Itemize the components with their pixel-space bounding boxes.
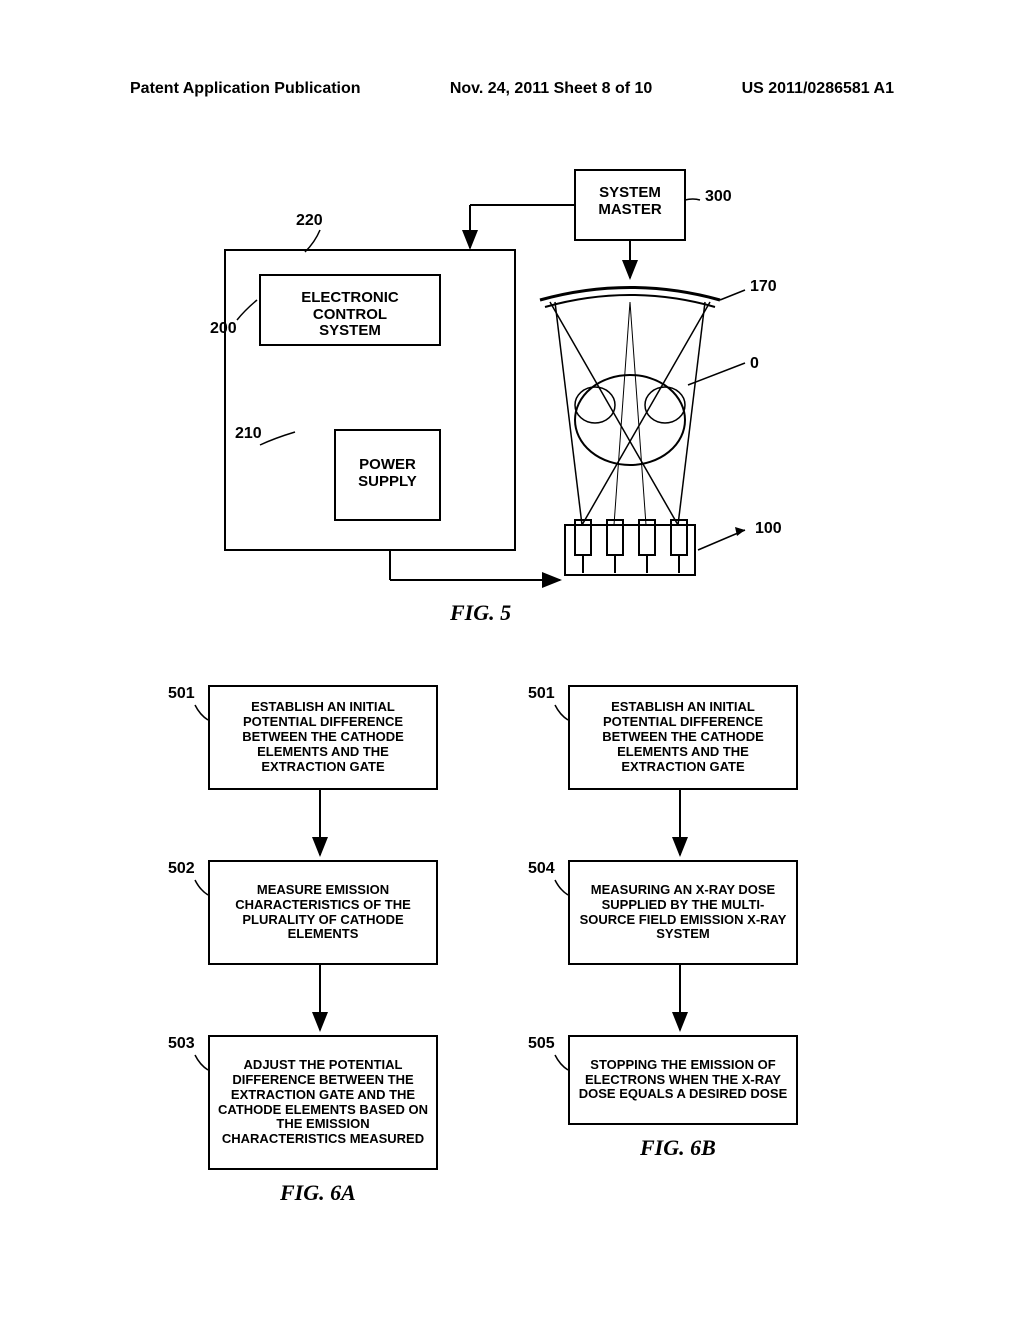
fig6a-label: FIG. 6A [280,1180,356,1206]
ref-0: 0 [750,355,759,373]
fig6a-step-501: ESTABLISH AN INITIAL POTENTIAL DIFFERENC… [208,685,438,790]
fig6b-step-504: MEASURING AN X-RAY DOSE SUPPLIED BY THE … [568,860,798,965]
power-supply-label: POWER SUPPLY [340,457,435,490]
ref-220: 220 [296,212,323,230]
ref-170: 170 [750,278,777,296]
system-master-label: SYSTEM MASTER [580,185,680,218]
fig6a-step-502: MEASURE EMISSION CHARACTERISTICS OF THE … [208,860,438,965]
ref-6a-502: 502 [168,860,195,878]
fig6b-step-501: ESTABLISH AN INITIAL POTENTIAL DIFFERENC… [568,685,798,790]
ref-6b-504: 504 [528,860,555,878]
ref-100: 100 [755,520,782,538]
ref-210: 210 [235,425,262,443]
fig6b-label: FIG. 6B [640,1135,716,1161]
ref-300: 300 [705,188,732,206]
ref-6a-503: 503 [168,1035,195,1053]
ref-6b-505: 505 [528,1035,555,1053]
fig6a-step-503: ADJUST THE POTENTIAL DIFFERENCE BETWEEN … [208,1035,438,1170]
ref-6a-501: 501 [168,685,195,703]
electronic-control-label: ELECTRONIC CONTROL SYSTEM [265,290,435,340]
figure-5-svg [0,0,1024,1320]
fig6b-step-505: STOPPING THE EMISSION OF ELECTRONS WHEN … [568,1035,798,1125]
fig5-label: FIG. 5 [450,600,511,626]
ref-6b-501: 501 [528,685,555,703]
ref-200: 200 [210,320,237,338]
